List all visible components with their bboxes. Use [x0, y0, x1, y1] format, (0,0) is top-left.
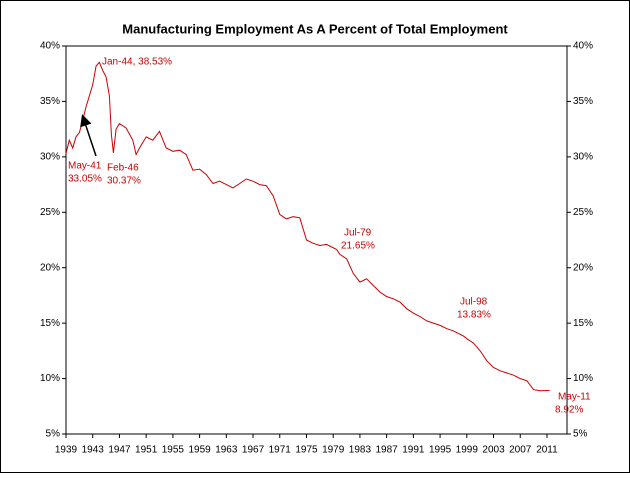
annotation: 30.37% — [107, 176, 141, 187]
y2-tick-label: 20% — [573, 262, 593, 273]
annotation: May-11 — [558, 392, 591, 403]
y2-tick-label: 30% — [573, 151, 593, 162]
y-tick-label: 20% — [40, 262, 60, 273]
x-tick-label: 1983 — [349, 445, 372, 456]
y2-tick-label: 25% — [573, 207, 593, 218]
y-tick-label: 25% — [40, 207, 60, 218]
x-tick-label: 1979 — [322, 445, 345, 456]
y2-tick-label: 15% — [573, 318, 593, 329]
x-tick-label: 1995 — [429, 445, 452, 456]
y-tick-label: 30% — [40, 151, 60, 162]
y-tick-label: 15% — [40, 318, 60, 329]
x-tick-label: 2003 — [482, 445, 505, 456]
x-tick-label: 1971 — [269, 445, 292, 456]
x-tick-label: 1959 — [188, 445, 211, 456]
x-tick-label: 1967 — [242, 445, 265, 456]
annotation: 13.83% — [457, 310, 491, 321]
chart-title: Manufacturing Employment As A Percent of… — [122, 21, 508, 36]
plot-area — [65, 45, 568, 435]
y2-tick-label: 35% — [573, 96, 593, 107]
x-tick-label: 2011 — [536, 445, 558, 456]
data-line — [65, 61, 550, 392]
y-tick-label: 40% — [40, 41, 60, 52]
annotation: Jan-44, 38.53% — [102, 57, 172, 68]
y-tick-label: 5% — [46, 429, 61, 440]
x-tick-label: 1955 — [162, 445, 185, 456]
annotation: Jul-79 — [344, 228, 372, 239]
annotation: Feb-46 — [107, 163, 139, 174]
x-tick-label: 1999 — [456, 445, 479, 456]
x-tick-label: 1987 — [376, 445, 399, 456]
y-tick-label: 35% — [40, 96, 60, 107]
x-tick-label: 1943 — [82, 445, 105, 456]
annotation: 21.65% — [341, 241, 375, 252]
x-tick-label: 1963 — [215, 445, 238, 456]
annotation: Jul-98 — [460, 297, 488, 308]
x-tick-label: 1975 — [295, 445, 318, 456]
x-tick-label: 1951 — [135, 445, 158, 456]
x-tick-label: 1939 — [55, 445, 78, 456]
annotation-arrow — [80, 114, 97, 157]
annotation: 33.05% — [68, 174, 102, 185]
x-tick-label: 2007 — [509, 445, 532, 456]
y2-tick-label: 40% — [573, 41, 593, 52]
y2-tick-label: 10% — [573, 373, 593, 384]
y-tick-label: 10% — [40, 373, 60, 384]
annotation: May-41 — [68, 161, 102, 172]
x-tick-label: 1947 — [108, 445, 131, 456]
x-tick-label: 1991 — [402, 445, 425, 456]
y2-tick-label: 5% — [573, 429, 588, 440]
annotation: 8.92% — [555, 405, 583, 416]
